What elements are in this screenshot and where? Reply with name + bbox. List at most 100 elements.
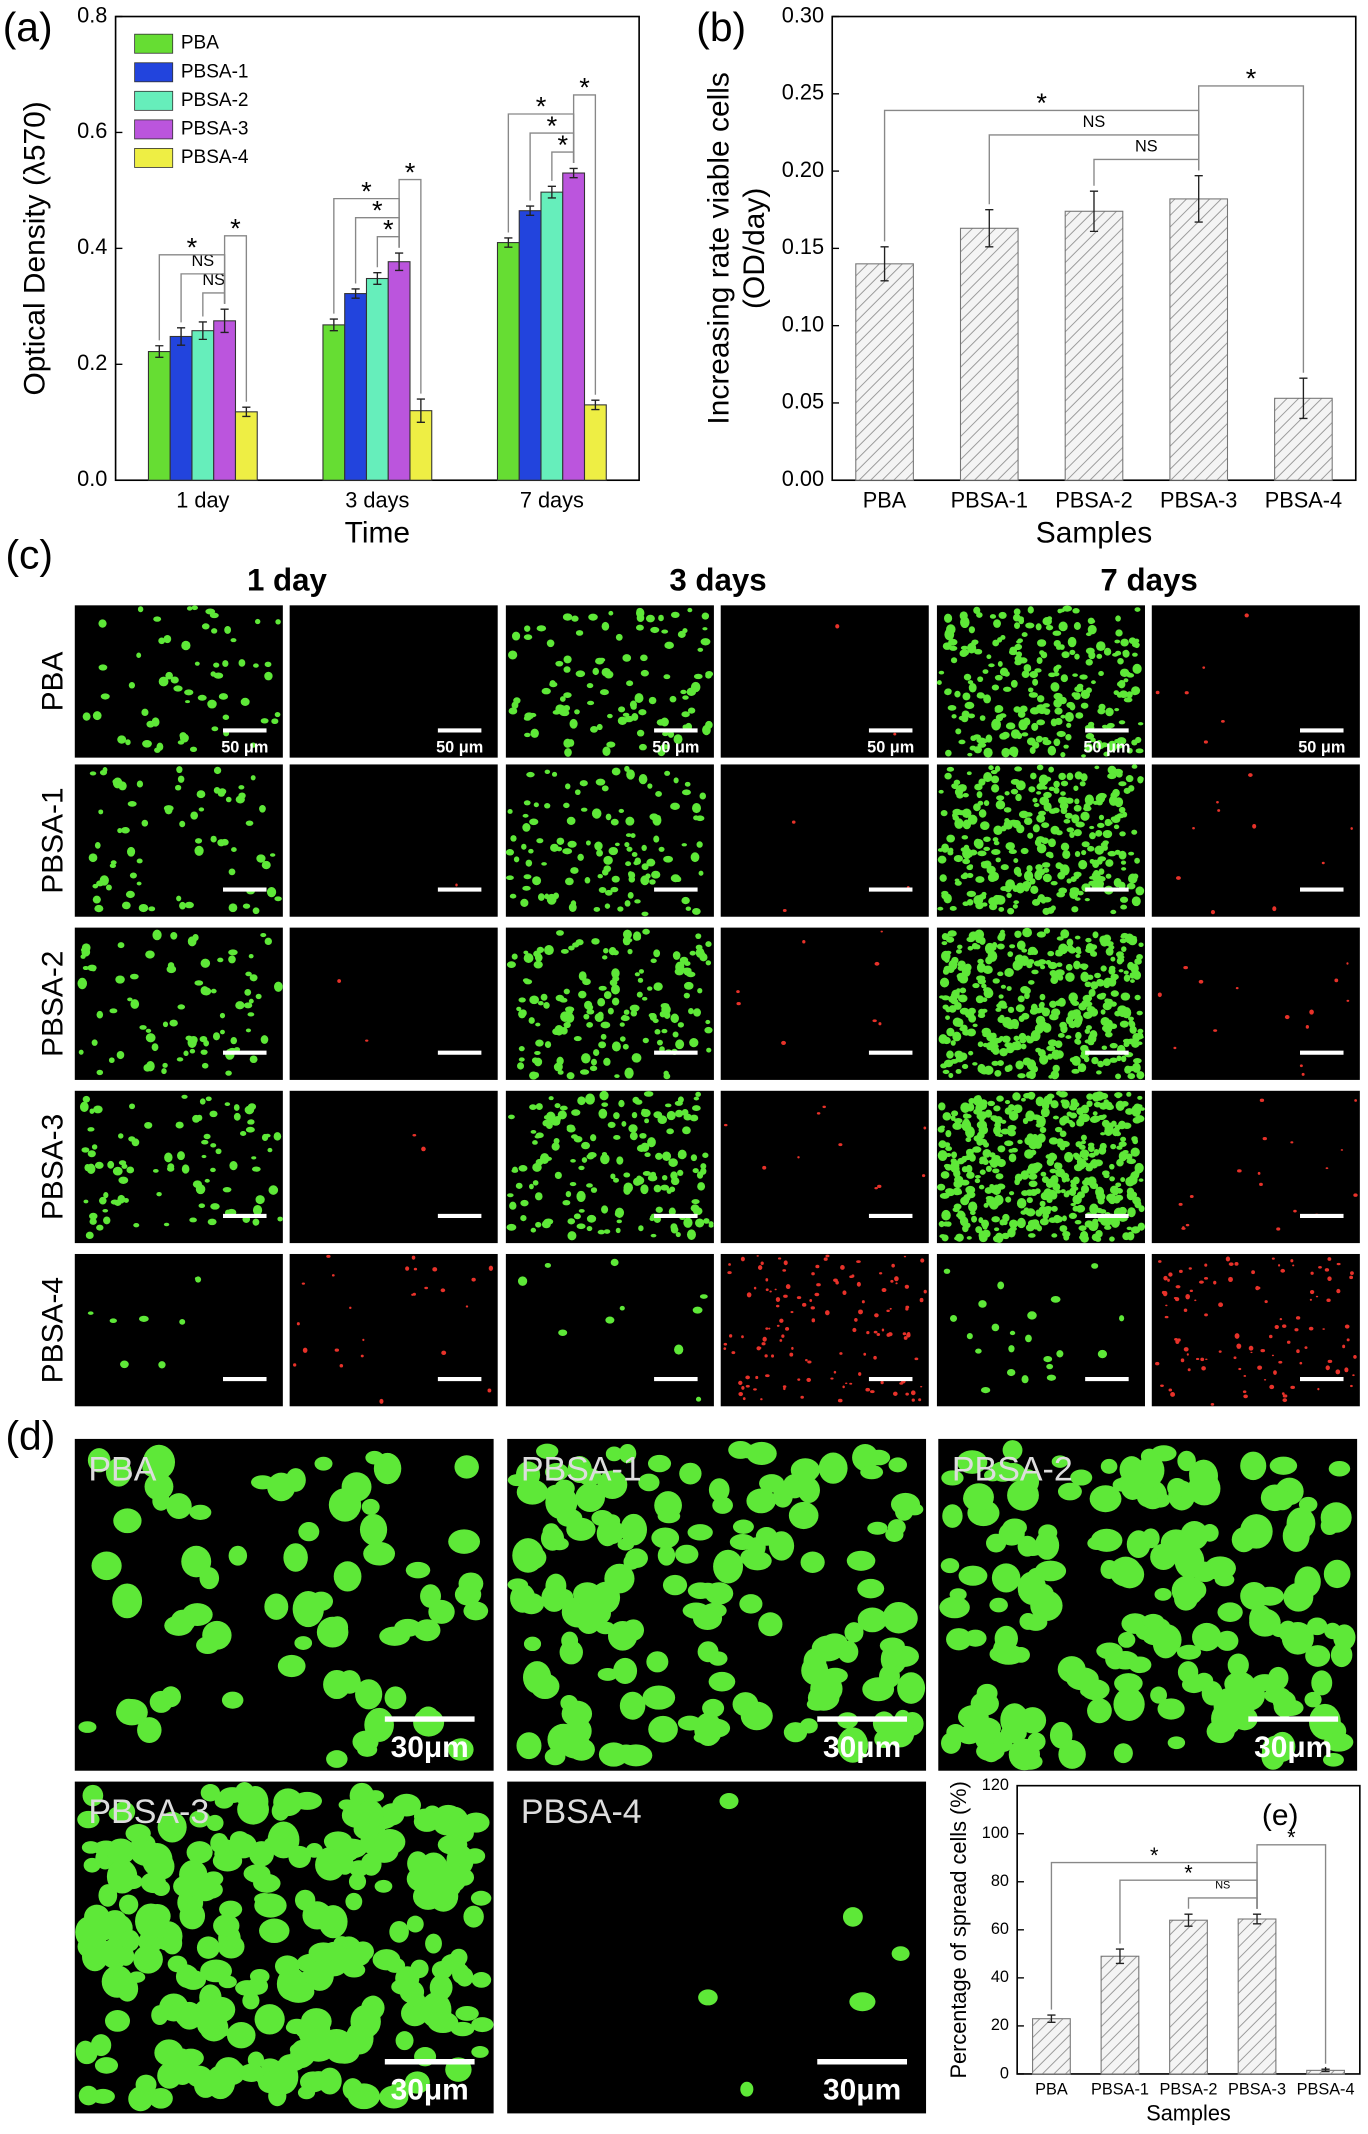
cell bbox=[613, 1112, 620, 1120]
cell bbox=[1304, 1691, 1322, 1708]
cell bbox=[563, 802, 570, 809]
cell bbox=[938, 789, 944, 794]
micrograph bbox=[1151, 764, 1360, 917]
cell bbox=[1084, 981, 1092, 988]
cell bbox=[1136, 1071, 1145, 1080]
cell bbox=[1075, 1039, 1082, 1045]
cell bbox=[938, 1140, 947, 1149]
cell bbox=[455, 1823, 474, 1843]
cell bbox=[559, 696, 566, 702]
cell bbox=[1001, 1035, 1011, 1043]
y-axis-label: Increasing rate viable cells bbox=[703, 72, 736, 424]
cell bbox=[1000, 1723, 1027, 1743]
cell bbox=[199, 1098, 206, 1105]
cell bbox=[565, 783, 571, 790]
cell bbox=[954, 1003, 961, 1010]
cell bbox=[690, 1154, 698, 1162]
cell bbox=[1060, 1099, 1067, 1104]
cell bbox=[1015, 1004, 1025, 1013]
cell bbox=[1315, 1295, 1319, 1298]
cell bbox=[880, 930, 883, 933]
cell bbox=[301, 1282, 306, 1285]
cell bbox=[1031, 969, 1039, 975]
cell bbox=[1005, 722, 1016, 730]
cell bbox=[654, 1029, 661, 1035]
cell bbox=[920, 1258, 925, 1263]
cell bbox=[975, 1348, 982, 1354]
cell bbox=[559, 1640, 583, 1665]
cell bbox=[1269, 1334, 1273, 1339]
cell bbox=[788, 1501, 819, 1530]
cell bbox=[842, 1907, 863, 1927]
cell bbox=[100, 693, 110, 700]
cell bbox=[993, 825, 1003, 836]
error-bar bbox=[198, 321, 207, 341]
cell bbox=[576, 1190, 586, 1203]
cell bbox=[1116, 744, 1123, 749]
cell bbox=[196, 1936, 220, 1959]
significance-label: * bbox=[372, 194, 383, 225]
cell bbox=[574, 709, 580, 715]
cell bbox=[938, 1034, 948, 1044]
cell bbox=[1065, 1035, 1072, 1039]
cell bbox=[553, 1137, 560, 1144]
cell bbox=[1052, 671, 1060, 677]
cell bbox=[1048, 1040, 1058, 1047]
cell bbox=[1118, 679, 1126, 689]
cell bbox=[1012, 1092, 1021, 1101]
cell bbox=[621, 1120, 627, 1127]
cell bbox=[627, 891, 634, 899]
cell bbox=[412, 1292, 416, 1296]
cell bbox=[967, 713, 976, 719]
cell bbox=[1137, 1454, 1165, 1487]
cell bbox=[1064, 812, 1073, 819]
cell bbox=[1069, 887, 1080, 894]
cell bbox=[1105, 1031, 1113, 1038]
cell bbox=[697, 647, 704, 652]
cell bbox=[1025, 622, 1035, 629]
cell bbox=[1069, 649, 1076, 655]
cell bbox=[1109, 1057, 1118, 1063]
cell bbox=[699, 792, 707, 800]
cell bbox=[560, 948, 569, 954]
cell bbox=[978, 894, 987, 900]
cell bbox=[966, 872, 974, 878]
cell bbox=[590, 1134, 597, 1142]
cell bbox=[455, 2005, 479, 2021]
cell bbox=[638, 1225, 644, 1232]
cell bbox=[894, 1276, 899, 1282]
cell bbox=[1058, 621, 1068, 632]
cell bbox=[1036, 719, 1046, 726]
cell bbox=[1301, 1072, 1305, 1076]
cell bbox=[1118, 806, 1126, 814]
cell bbox=[857, 1578, 885, 1599]
cell bbox=[1070, 876, 1077, 883]
cell bbox=[255, 993, 262, 1000]
cell bbox=[628, 1124, 638, 1133]
cell bbox=[674, 967, 685, 976]
cell bbox=[946, 1628, 972, 1651]
cell bbox=[866, 1330, 870, 1335]
cell bbox=[598, 1742, 629, 1767]
cell bbox=[997, 1145, 1006, 1153]
cell bbox=[566, 816, 576, 825]
cell bbox=[1053, 1214, 1062, 1224]
error-bar bbox=[569, 167, 578, 179]
cell bbox=[1079, 1234, 1088, 1240]
cell bbox=[984, 1109, 993, 1118]
cell bbox=[218, 1975, 237, 1989]
cell bbox=[540, 993, 548, 1001]
cell bbox=[781, 1040, 786, 1045]
cell bbox=[207, 699, 217, 709]
cell bbox=[1071, 906, 1079, 913]
cell bbox=[980, 1102, 988, 1109]
cell bbox=[683, 1217, 693, 1228]
cell bbox=[667, 730, 675, 738]
cell bbox=[544, 769, 551, 774]
sample-label: PBA bbox=[88, 1451, 156, 1489]
cell bbox=[198, 1203, 206, 1209]
significance-label: * bbox=[230, 213, 241, 244]
cell bbox=[1096, 1070, 1102, 1075]
cell bbox=[1304, 1346, 1308, 1350]
cell bbox=[593, 906, 601, 912]
